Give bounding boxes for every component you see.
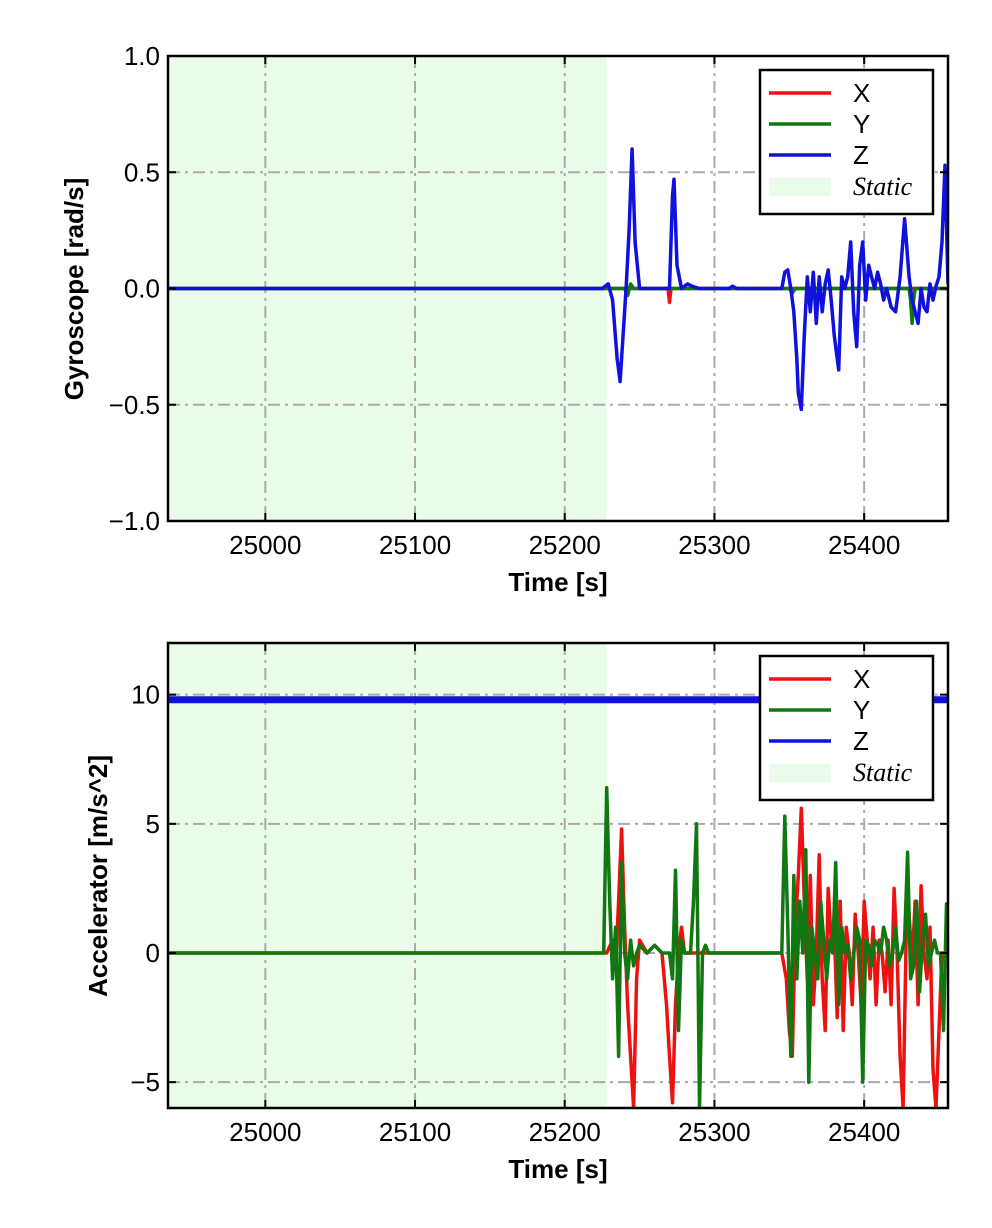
- x-tick-label: 25100: [379, 1117, 451, 1147]
- legend: X Y Z Static: [758, 68, 935, 216]
- y-axis-label: Accelerator [m/s^2]: [83, 755, 113, 997]
- legend-swatch-static: [769, 178, 831, 196]
- x-tick-label: 25200: [529, 1117, 601, 1147]
- x-ticks: 25000 25100 25200 25300 25400: [229, 643, 900, 1147]
- x-tick-label: 25400: [828, 1117, 900, 1147]
- accelerator-chart: 25000 25100 25200 25300 25400 −5 0 5 10 Time [s…: [83, 641, 950, 1184]
- legend-label-static: Static: [853, 758, 913, 787]
- x-tick-label: 25200: [529, 530, 601, 560]
- x-axis-label: Time [s]: [508, 1154, 607, 1184]
- x-ticks: 25000 25100 25200 25300 25400: [229, 56, 900, 560]
- y-tick-label: −5: [130, 1067, 160, 1097]
- y-tick-label: 0: [146, 938, 160, 968]
- x-tick-label: 25100: [379, 530, 451, 560]
- x-tick-label: 25300: [678, 530, 750, 560]
- y-tick-label: 5: [146, 809, 160, 839]
- x-tick-label: 25000: [229, 1117, 301, 1147]
- y-ticks: −5 0 5 10: [130, 680, 948, 1097]
- x-axis-label: Time [s]: [508, 567, 607, 597]
- series-y-line: [168, 785, 948, 1108]
- series-group: [168, 147, 948, 412]
- legend-swatch-static: [769, 764, 831, 782]
- legend-label-z: Z: [853, 140, 869, 170]
- x-tick-label: 25400: [828, 530, 900, 560]
- legend-label-y: Y: [853, 109, 870, 139]
- legend-label-y: Y: [853, 695, 870, 725]
- legend-label-z: Z: [853, 726, 869, 756]
- legend-label-x: X: [853, 78, 870, 108]
- y-tick-label: −1.0: [109, 506, 160, 536]
- gyroscope-chart: 25000 25100 25200 25300 25400 −1.0 −0.5 0.0 0.5…: [59, 41, 950, 597]
- legend: X Y Z Static: [758, 654, 935, 802]
- legend-label-static: Static: [853, 172, 913, 201]
- series-z-line: [168, 147, 948, 412]
- y-tick-label: 10: [131, 680, 160, 710]
- y-tick-label: 1.0: [124, 41, 160, 71]
- y-ticks: −1.0 −0.5 0.0 0.5 1.0: [109, 41, 948, 536]
- x-tick-label: 25000: [229, 530, 301, 560]
- y-tick-label: −0.5: [109, 390, 160, 420]
- y-axis-label: Gyroscope [rad/s]: [59, 178, 89, 401]
- x-tick-label: 25300: [678, 1117, 750, 1147]
- static-region: [168, 643, 607, 1108]
- plot-frame: [166, 641, 950, 1110]
- legend-label-x: X: [853, 664, 870, 694]
- y-tick-label: 0.5: [124, 157, 160, 187]
- y-tick-label: 0.0: [124, 274, 160, 304]
